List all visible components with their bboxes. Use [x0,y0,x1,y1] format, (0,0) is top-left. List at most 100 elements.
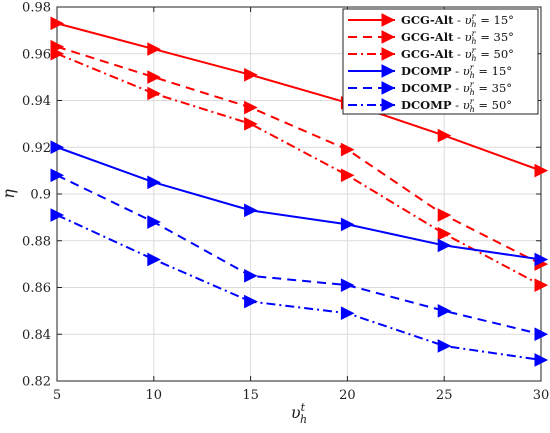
legend-superscript: r [470,80,475,89]
data-point-marker [147,252,161,267]
data-point-marker [534,278,549,292]
data-point-marker [340,217,355,232]
data-point-marker [437,339,452,353]
series-3 [50,46,549,292]
legend-subscript: h [470,71,475,80]
legend-equals: = [475,98,492,112]
legend-separator: - [453,47,464,61]
legend-label: DCOMP - υr h = 35° [401,80,512,97]
data-point-marker [50,46,65,61]
legend-angle: 15° [492,64,512,78]
data-point-marker [50,140,65,155]
data-point-marker [534,353,549,367]
data-point-marker [147,175,161,190]
legend-method: DCOMP [401,81,452,95]
series-line [56,52,542,287]
legend-separator: - [453,13,464,27]
legend: GCG-Alt - υr h = 15°GCG-Alt - υr h = 35°GC… [342,8,539,115]
x-axis-label: υt h [291,401,307,426]
y-tick-label: 0.9 [30,188,51,203]
series-lines [50,16,549,367]
legend-superscript: r [470,63,475,72]
data-point-marker [244,100,258,115]
legend-entry: GCG-Alt - υr h = 50° [348,46,514,63]
series-line [56,22,542,172]
legend-symbol: υ [465,13,472,27]
legend-label: GCG-Alt - υr h = 50° [401,46,514,63]
legend-entry: DCOMP - υr h = 35° [348,80,512,97]
y-tick-label: 0.98 [22,1,51,16]
legend-method: DCOMP [401,64,452,78]
legend-equals: = [477,47,494,61]
y-tick-label: 0.86 [22,281,51,296]
data-point-marker [50,168,65,183]
legend-method: GCG-Alt [401,13,454,27]
data-point-marker [534,327,549,342]
series-1 [50,16,549,178]
x-tick-label: 25 [436,388,453,403]
legend-angle: 35° [494,30,514,44]
legend-label: DCOMP - υr h = 15° [401,63,512,80]
legend-box [342,8,539,115]
x-tick-label: 15 [242,388,259,403]
legend-angle: 50° [492,98,512,112]
y-tick-label: 0.88 [22,234,51,249]
data-point-marker [244,117,258,131]
legend-marker [381,13,396,27]
legend-subscript: h [471,20,476,29]
legend-marker [381,30,396,44]
legend-symbol: υ [463,64,470,78]
legend-label: GCG-Alt - υr h = 15° [401,12,514,29]
data-point-marker [437,226,452,241]
data-point-marker [147,42,161,56]
data-point-marker [50,208,65,222]
data-point-marker [147,70,161,84]
legend-label: DCOMP - υr h = 50° [401,97,512,114]
legend-method: GCG-Alt [401,47,454,61]
data-point-marker [340,278,355,292]
data-point-marker [147,215,161,229]
legend-separator: - [453,30,464,44]
y-tick-label: 0.94 [22,94,51,109]
legend-separator: - [452,98,463,112]
data-point-marker [340,168,355,183]
legend-marker [381,47,396,61]
x-tick-label: 30 [533,388,550,403]
series-5 [50,168,549,342]
legend-label: GCG-Alt - υr h = 35° [401,29,514,46]
legend-symbol: υ [465,47,472,61]
data-point-marker [437,238,452,253]
data-point-marker [50,16,65,31]
series-6 [50,208,549,367]
data-point-marker [437,208,452,222]
data-point-marker [534,252,549,267]
legend-superscript: r [472,46,477,55]
series-line [56,45,542,266]
y-tick-label: 0.92 [22,141,51,156]
data-point-marker [244,269,258,283]
y-tick-label: 0.96 [22,47,51,62]
series-line [56,146,542,261]
legend-symbol: υ [465,30,472,44]
legend-subscript: h [470,88,475,97]
legend-marker [381,98,396,112]
legend-separator: - [452,81,463,95]
data-point-marker [437,128,452,143]
data-point-marker [340,142,355,157]
legend-entry: DCOMP - υr h = 15° [348,63,512,80]
legend-subscript: h [471,54,476,63]
legend-superscript: r [472,29,477,38]
legend-equals: = [475,81,492,95]
x-tick-label: 5 [53,388,61,403]
x-axis-label-subscript: h [300,413,307,426]
y-tick-label: 0.84 [22,328,51,343]
legend-superscript: r [470,97,475,106]
legend-marker [381,64,396,78]
legend-entry: DCOMP - υr h = 50° [348,97,512,114]
series-4 [50,140,549,267]
legend-angle: 50° [494,47,514,61]
data-point-marker [340,306,355,321]
data-point-marker [244,294,258,309]
legend-symbol: υ [463,98,470,112]
